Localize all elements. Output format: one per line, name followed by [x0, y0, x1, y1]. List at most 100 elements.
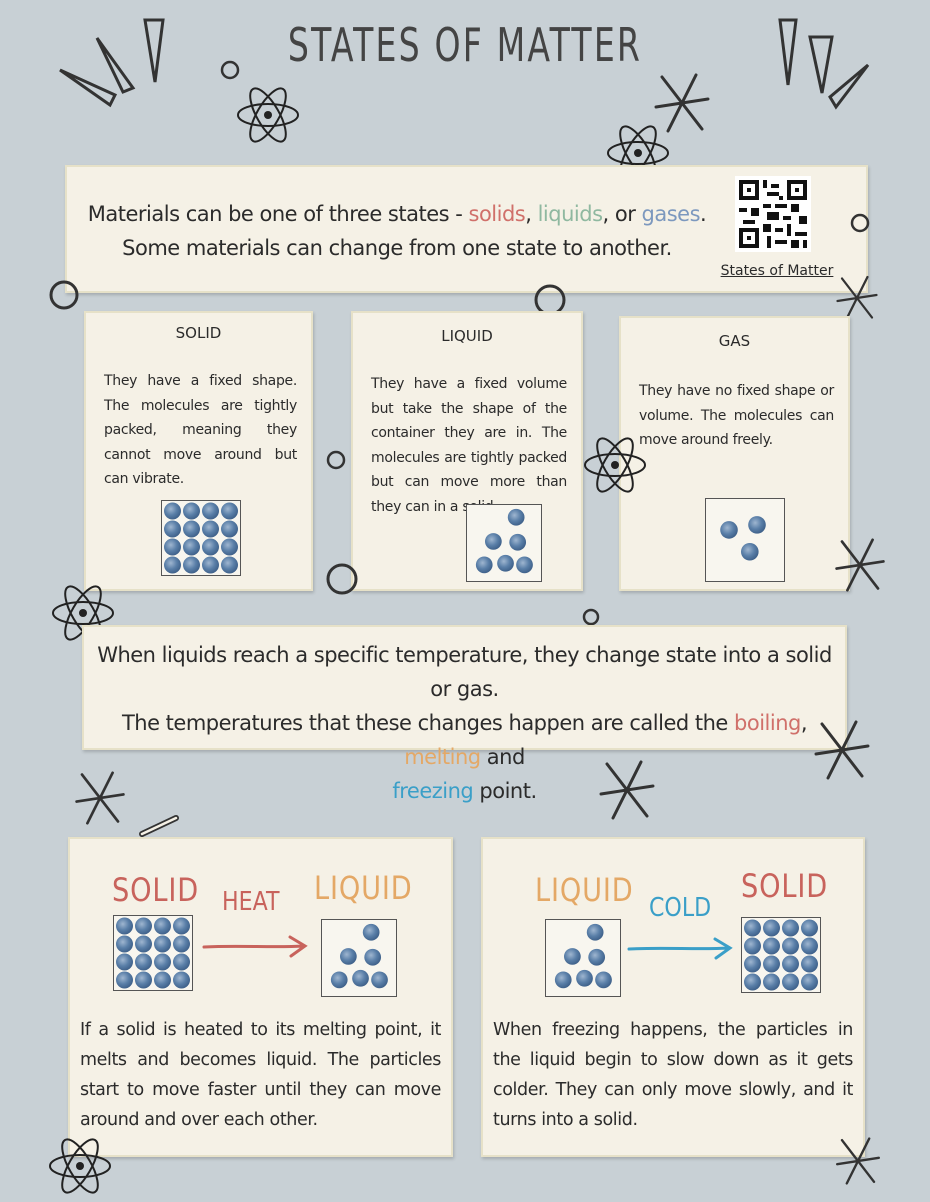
particle — [497, 554, 514, 572]
particle — [164, 538, 181, 556]
particle — [173, 953, 190, 971]
liquid-particles-image — [466, 504, 542, 582]
intro-comma: , — [525, 202, 538, 226]
particle-frame — [705, 498, 785, 582]
intro-line2: Some materials can change from one state… — [122, 236, 672, 260]
particle — [475, 556, 493, 574]
particle — [221, 556, 238, 574]
arrow-label: COLD — [649, 893, 712, 923]
particle — [330, 971, 348, 989]
particle — [801, 973, 818, 991]
change-card: When liquids reach a specific temperatur… — [82, 625, 847, 803]
ring-icon — [326, 563, 358, 595]
particle — [782, 937, 799, 955]
particle — [507, 508, 525, 526]
change-and: and — [480, 745, 526, 769]
arrow-right-icon — [627, 937, 733, 960]
particle — [135, 971, 152, 989]
solids-word: solids — [468, 202, 526, 226]
star-burst-icon — [599, 760, 655, 820]
particle — [744, 919, 761, 937]
intro-text: Materials can be one of three states - s… — [67, 197, 727, 265]
particle — [154, 917, 171, 935]
particle — [135, 953, 152, 971]
intro-period: . — [700, 202, 707, 226]
change-line1: When liquids reach a specific temperatur… — [97, 643, 832, 701]
process-description: If a solid is heated to its melting poin… — [80, 1020, 441, 1130]
particle — [576, 969, 593, 987]
particle — [744, 955, 761, 973]
particle — [744, 973, 761, 991]
ring-icon — [326, 450, 346, 470]
particle — [202, 556, 219, 574]
liquid-particles-image — [545, 919, 621, 997]
gas-particles-image — [705, 498, 785, 582]
particle — [782, 973, 799, 991]
freezing-word: freezing — [392, 779, 474, 803]
particle — [801, 919, 818, 937]
particle — [202, 502, 219, 520]
particle — [516, 556, 533, 574]
ring-icon — [582, 608, 600, 626]
star-burst-icon — [814, 720, 870, 780]
state-description: They have no fixed shape or volume. The … — [639, 383, 834, 448]
state-description: They have a fixed volume but take the sh… — [371, 376, 567, 515]
state-card-solid: SOLID They have a fixed shape. The molec… — [84, 311, 313, 591]
process-description: When freezing happens, the particles in … — [493, 1020, 853, 1130]
particle — [173, 971, 190, 989]
state-title: LIQUID — [441, 327, 493, 345]
particle — [801, 955, 818, 973]
intro-line1: Materials can be one of three states - — [87, 202, 469, 226]
atom-icon — [49, 1133, 111, 1199]
particle — [116, 935, 133, 953]
particle — [371, 971, 388, 989]
particle — [588, 948, 606, 966]
solid-particles-image — [741, 917, 821, 993]
qr-link-label[interactable]: States of Matter — [720, 263, 834, 279]
gases-word: gases — [641, 202, 701, 226]
liquids-word: liquids — [537, 202, 603, 226]
particle — [782, 919, 799, 937]
particle — [763, 937, 780, 955]
from-label: LIQUID — [535, 871, 634, 909]
particle — [763, 973, 780, 991]
intro-comma: , or — [602, 202, 642, 226]
particle — [763, 919, 780, 937]
ring-icon — [220, 60, 240, 80]
thermometer-icon — [139, 815, 179, 837]
change-text: When liquids reach a specific temperatur… — [84, 638, 845, 808]
spike-icon — [59, 18, 165, 108]
change-line2: The temperatures that these changes happ… — [121, 711, 735, 735]
liquid-particles-image — [321, 919, 397, 997]
arrow-right-icon — [202, 935, 308, 958]
melting-word: melting — [404, 745, 481, 769]
particle — [221, 502, 238, 520]
atom-icon — [584, 432, 646, 498]
star-burst-icon — [75, 771, 125, 825]
particle — [362, 923, 380, 941]
particle — [763, 955, 780, 973]
state-card-gas: GAS They have no fixed shape or volume. … — [619, 316, 850, 591]
arrow-label: HEAT — [222, 887, 280, 917]
particle — [164, 520, 181, 538]
particle — [509, 533, 527, 551]
particle — [554, 971, 572, 989]
qr-code-icon[interactable] — [735, 176, 811, 252]
particle — [202, 520, 219, 538]
melting-panel: SOLID HEAT LIQUID If a solid is heated t… — [68, 837, 453, 1157]
state-card-liquid: LIQUID They have a fixed volume but take… — [351, 311, 583, 591]
intro-card: Materials can be one of three states - s… — [65, 165, 868, 293]
particle — [748, 516, 766, 534]
particle — [135, 917, 152, 935]
particle — [352, 969, 369, 987]
particle — [744, 937, 761, 955]
particle — [801, 937, 818, 955]
particle — [564, 948, 581, 965]
change-comma: , — [800, 711, 808, 735]
particle — [221, 520, 238, 538]
state-title: GAS — [718, 332, 751, 350]
star-burst-icon — [835, 538, 885, 592]
particle — [183, 556, 200, 574]
solid-particles-image — [113, 915, 193, 991]
particle — [720, 521, 738, 539]
